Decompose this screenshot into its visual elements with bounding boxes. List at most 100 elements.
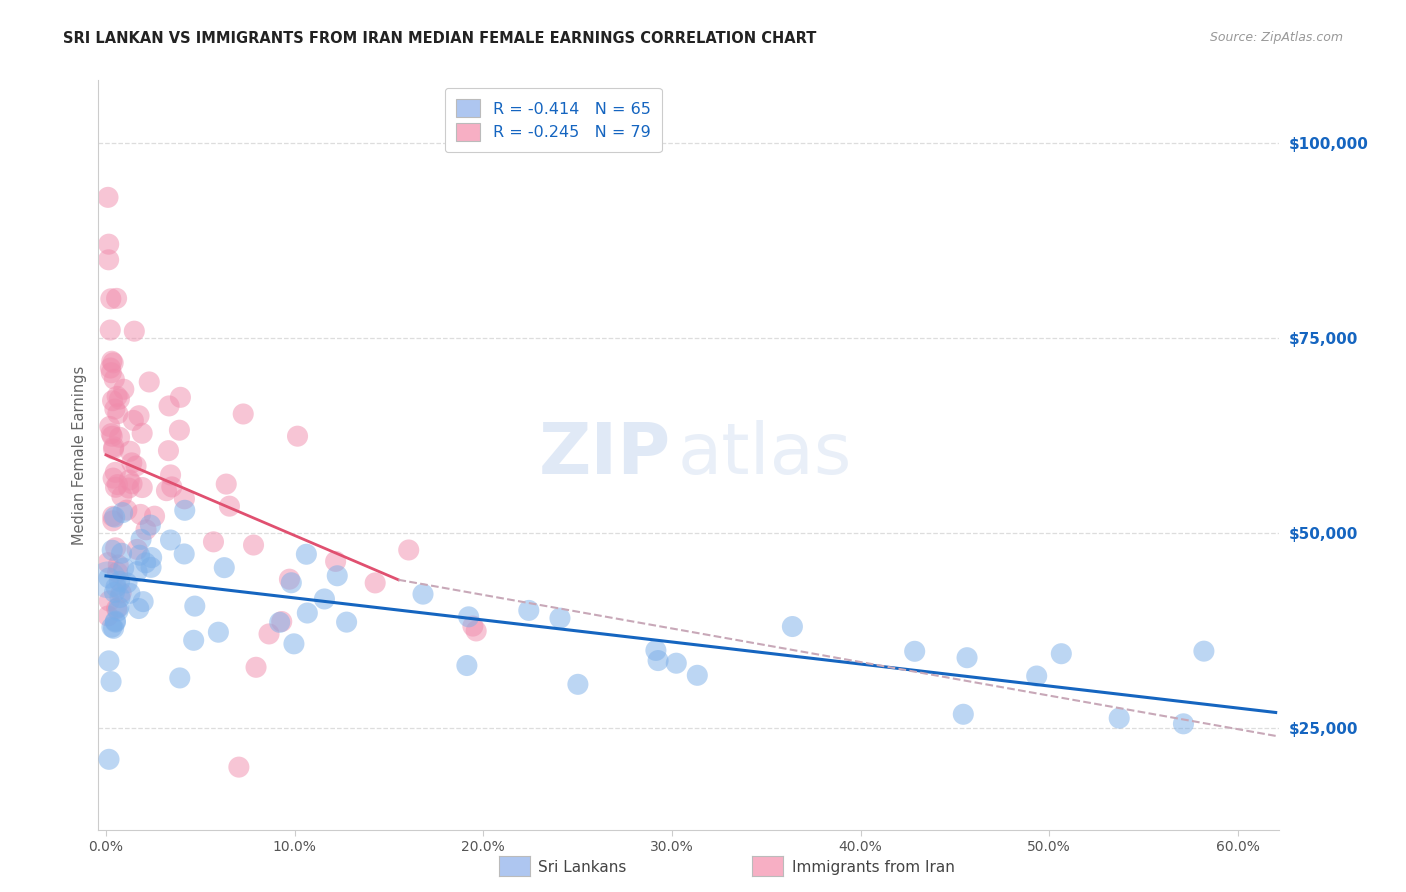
Text: Sri Lankans: Sri Lankans	[538, 861, 627, 875]
Point	[107, 477, 129, 491]
Point	[100, 361, 122, 376]
Point	[98, 752, 121, 766]
Point	[412, 587, 434, 601]
Point	[107, 407, 129, 421]
Point	[97, 654, 120, 668]
Text: Immigrants from Iran: Immigrants from Iran	[792, 861, 955, 875]
Point	[108, 392, 131, 406]
Point	[101, 543, 124, 558]
Point	[283, 637, 305, 651]
Point	[228, 760, 250, 774]
Point	[270, 615, 292, 629]
Point	[297, 606, 319, 620]
Point	[112, 382, 135, 396]
Point	[121, 476, 143, 491]
Point	[103, 585, 125, 599]
Point	[567, 677, 589, 691]
Point	[169, 390, 191, 404]
Point	[121, 456, 143, 470]
Point	[124, 324, 146, 338]
Point	[269, 615, 291, 630]
Point	[139, 518, 162, 533]
Point	[97, 571, 120, 585]
Point	[103, 440, 125, 454]
Point	[218, 499, 240, 513]
Point	[280, 575, 302, 590]
Point	[118, 481, 141, 495]
Point	[103, 372, 125, 386]
Point	[101, 429, 124, 443]
Point	[202, 534, 225, 549]
Text: atlas: atlas	[678, 420, 852, 490]
Point	[104, 480, 127, 494]
Point	[100, 366, 122, 380]
Point	[105, 292, 128, 306]
Point	[103, 442, 125, 456]
Point	[183, 633, 205, 648]
Point	[103, 621, 125, 635]
Point	[125, 565, 148, 579]
Point	[100, 292, 122, 306]
Point	[107, 566, 129, 580]
Point	[686, 668, 709, 682]
Point	[1025, 669, 1047, 683]
Point	[97, 252, 120, 267]
Point	[101, 393, 124, 408]
Point	[159, 533, 181, 547]
Point	[101, 509, 124, 524]
Point	[104, 541, 127, 555]
Point	[122, 413, 145, 427]
Point	[160, 480, 183, 494]
Point	[110, 586, 132, 600]
Point	[782, 619, 804, 633]
Point	[125, 458, 148, 473]
Point	[169, 671, 191, 685]
Text: ZIP: ZIP	[538, 420, 671, 490]
Point	[159, 467, 181, 482]
Point	[101, 356, 124, 370]
Point	[956, 650, 979, 665]
Point	[287, 429, 309, 443]
Point	[135, 556, 157, 570]
Point	[108, 574, 131, 589]
Point	[101, 514, 124, 528]
Point	[132, 594, 155, 608]
Point	[157, 399, 180, 413]
Point	[232, 407, 254, 421]
Point	[104, 402, 127, 417]
Point	[214, 560, 236, 574]
Point	[904, 644, 927, 658]
Point	[129, 508, 152, 522]
Point	[97, 573, 120, 587]
Point	[645, 643, 668, 657]
Point	[278, 572, 301, 586]
Point	[325, 554, 347, 568]
Point	[108, 591, 131, 605]
Point	[173, 547, 195, 561]
Point	[314, 591, 336, 606]
Point	[548, 611, 571, 625]
Point	[107, 604, 129, 618]
Point	[155, 483, 177, 498]
Point	[131, 481, 153, 495]
Point	[129, 533, 152, 547]
Point	[207, 625, 229, 640]
Point	[108, 430, 131, 444]
Point	[104, 580, 127, 594]
Point	[97, 190, 120, 204]
Text: SRI LANKAN VS IMMIGRANTS FROM IRAN MEDIAN FEMALE EARNINGS CORRELATION CHART: SRI LANKAN VS IMMIGRANTS FROM IRAN MEDIA…	[63, 31, 817, 46]
Point	[118, 473, 141, 487]
Point	[517, 603, 540, 617]
Point	[101, 354, 124, 368]
Point	[1173, 716, 1195, 731]
Point	[128, 409, 150, 423]
Point	[101, 620, 124, 634]
Point	[364, 575, 387, 590]
Point	[111, 506, 134, 520]
Point	[173, 491, 195, 506]
Point	[295, 547, 318, 561]
Point	[457, 610, 479, 624]
Point	[647, 654, 669, 668]
Point	[127, 542, 149, 557]
Point	[141, 550, 163, 565]
